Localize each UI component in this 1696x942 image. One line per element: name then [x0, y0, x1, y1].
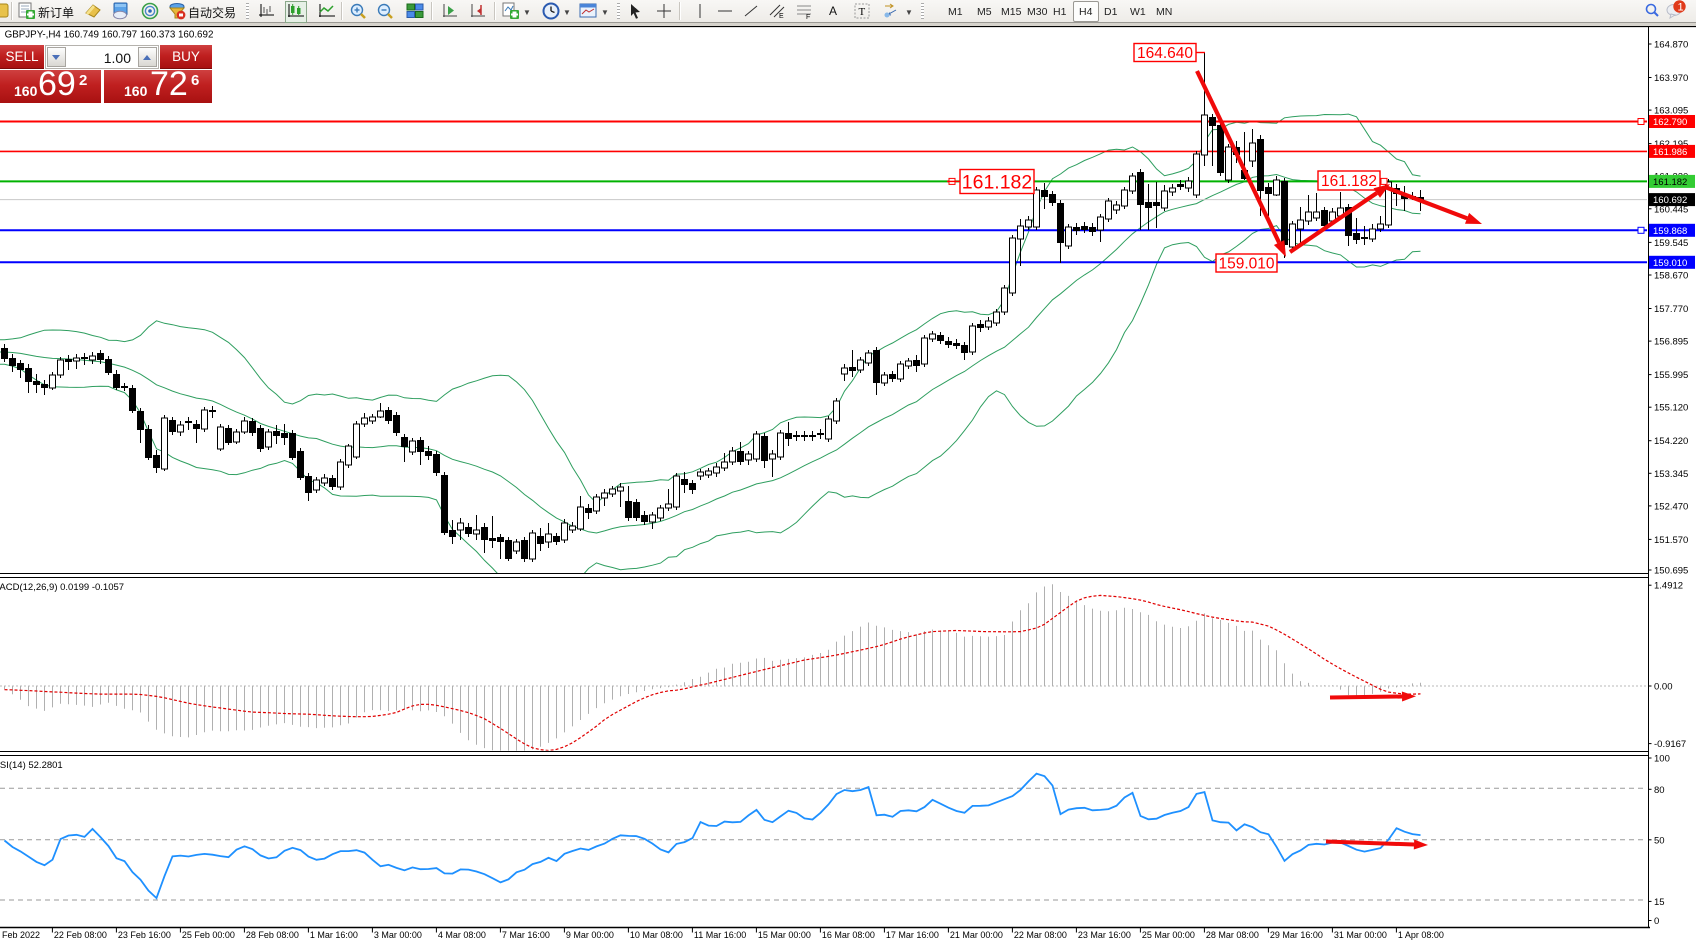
svg-text:155.120: 155.120 [1654, 403, 1688, 414]
svg-text:RSI(14) 52.2801: RSI(14) 52.2801 [0, 760, 63, 771]
svg-text:23 Mar 16:00: 23 Mar 16:00 [1078, 930, 1131, 940]
svg-text:163.970: 163.970 [1654, 73, 1688, 84]
svg-text:162.195: 162.195 [1654, 139, 1688, 150]
svg-text:160.445: 160.445 [1654, 204, 1688, 215]
svg-text:21 Mar 00:00: 21 Mar 00:00 [950, 930, 1003, 940]
svg-text:50: 50 [1654, 835, 1665, 846]
svg-text:MACD(12,26,9) 0.0199 -0.1057: MACD(12,26,9) 0.0199 -0.1057 [0, 582, 124, 593]
svg-text:31 Mar 00:00: 31 Mar 00:00 [1334, 930, 1387, 940]
svg-text:E: E [779, 13, 784, 20]
svg-text:158.670: 158.670 [1654, 271, 1688, 282]
svg-text:9 Mar 00:00: 9 Mar 00:00 [566, 930, 614, 940]
svg-text:161.182: 161.182 [1653, 177, 1687, 188]
svg-text:Feb 2022: Feb 2022 [2, 930, 40, 940]
svg-text:1 Mar 16:00: 1 Mar 16:00 [310, 930, 358, 940]
svg-text:161.182: 161.182 [1321, 173, 1377, 190]
svg-text:F: F [806, 14, 810, 20]
svg-text:25 Mar 00:00: 25 Mar 00:00 [1142, 930, 1195, 940]
svg-text:4 Mar 08:00: 4 Mar 08:00 [438, 930, 486, 940]
svg-text:22 Feb 08:00: 22 Feb 08:00 [54, 930, 107, 940]
svg-text:22 Mar 08:00: 22 Mar 08:00 [1014, 930, 1067, 940]
svg-text:156.895: 156.895 [1654, 337, 1688, 348]
svg-text:80: 80 [1654, 785, 1665, 796]
svg-text:159.545: 159.545 [1654, 238, 1688, 249]
svg-text:151.570: 151.570 [1654, 535, 1688, 546]
svg-text:0: 0 [1654, 916, 1659, 927]
svg-text:161.182: 161.182 [962, 172, 1033, 194]
svg-text:164.870: 164.870 [1654, 40, 1688, 51]
svg-text:159.010: 159.010 [1653, 258, 1687, 269]
svg-text:160.692: 160.692 [1653, 195, 1687, 206]
svg-text:T: T [859, 6, 866, 18]
svg-text:23 Feb 16:00: 23 Feb 16:00 [118, 930, 171, 940]
svg-text:1 Apr 08:00: 1 Apr 08:00 [1398, 930, 1444, 940]
svg-text:1: 1 [1678, 2, 1684, 14]
svg-text:162.790: 162.790 [1653, 117, 1687, 128]
svg-text:0.00: 0.00 [1654, 682, 1673, 693]
svg-text:15: 15 [1654, 897, 1665, 908]
svg-text:163.095: 163.095 [1654, 106, 1688, 117]
svg-text:159.868: 159.868 [1653, 226, 1687, 237]
svg-text:7 Mar 16:00: 7 Mar 16:00 [502, 930, 550, 940]
svg-text:16 Mar 08:00: 16 Mar 08:00 [822, 930, 875, 940]
svg-text:-0.9167: -0.9167 [1654, 739, 1686, 750]
svg-text:29 Mar 16:00: 29 Mar 16:00 [1270, 930, 1323, 940]
svg-text:10 Mar 08:00: 10 Mar 08:00 [630, 930, 683, 940]
svg-text:11 Mar 16:00: 11 Mar 16:00 [694, 930, 746, 940]
svg-text:150.695: 150.695 [1654, 566, 1688, 577]
svg-text:15 Mar 00:00: 15 Mar 00:00 [758, 930, 811, 940]
svg-text:153.345: 153.345 [1654, 469, 1688, 480]
svg-text:28 Mar 08:00: 28 Mar 08:00 [1206, 930, 1259, 940]
svg-text:3 Mar 00:00: 3 Mar 00:00 [374, 930, 422, 940]
svg-text:28 Feb 08:00: 28 Feb 08:00 [246, 930, 299, 940]
svg-text:1.4912: 1.4912 [1654, 581, 1683, 592]
svg-text:100: 100 [1654, 754, 1670, 765]
svg-text:155.995: 155.995 [1654, 370, 1688, 381]
svg-text:159.010: 159.010 [1218, 256, 1274, 273]
svg-text:154.220: 154.220 [1654, 436, 1688, 447]
svg-text:17 Mar 16:00: 17 Mar 16:00 [886, 930, 939, 940]
svg-text:25 Feb 00:00: 25 Feb 00:00 [182, 930, 235, 940]
svg-text:152.470: 152.470 [1654, 501, 1688, 512]
svg-text:157.770: 157.770 [1654, 304, 1688, 315]
svg-text:GBPJPY-,H4 160.749 160.797 16: GBPJPY-,H4 160.749 160.797 160.373 160.6… [5, 30, 214, 41]
svg-text:161.986: 161.986 [1653, 147, 1687, 158]
svg-text:164.640: 164.640 [1137, 45, 1193, 62]
